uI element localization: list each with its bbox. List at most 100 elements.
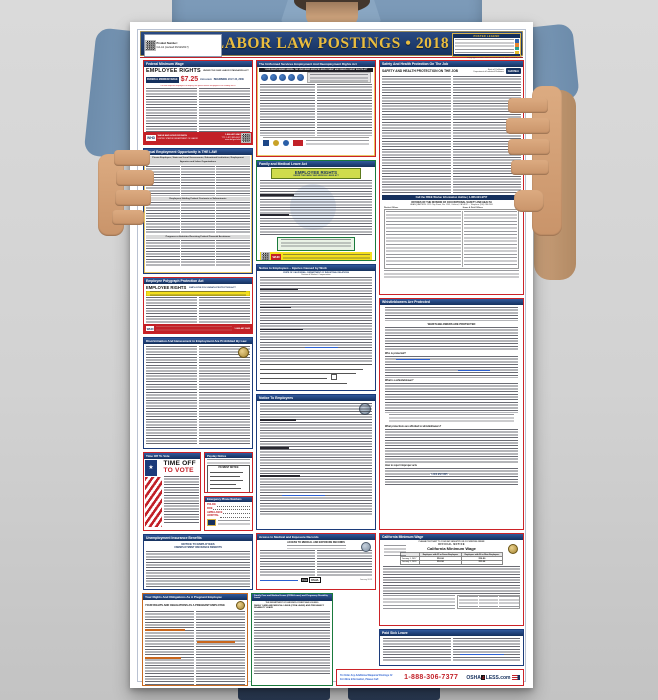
person-right-hand: [504, 86, 564, 254]
finger: [508, 98, 548, 113]
calosha-logo-cal: CAL: [301, 578, 309, 583]
emergency-row: AMBULANCE: [207, 510, 250, 514]
section-title: The Uniformed Services Employment And Re…: [257, 61, 375, 67]
section-payday-notice: Payday Notice PAYMENT NOTICE: [204, 452, 253, 493]
emergency-label: FIRE: [207, 507, 213, 511]
body-text: [385, 327, 518, 352]
safety-heading: SAFETY AND HEALTH PROTECTION ON THE JOB: [382, 69, 458, 74]
body-text: [317, 550, 372, 577]
fmw-phone: 1-866-487-9243: [224, 133, 241, 136]
table-divider: [461, 211, 463, 268]
whistle-heading: WHISTLEBLOWERS ARE PROTECTED: [427, 323, 476, 327]
fill-in-line: [213, 507, 250, 511]
fmw-wage-label: FEDERAL MINIMUM WAGE: [146, 76, 179, 83]
fmw-beginning: BEGINNING JULY 24, 2009: [213, 78, 244, 82]
form-line: [210, 481, 236, 486]
section-safety-health: Safety And Health Protection On The Job …: [379, 60, 524, 295]
partner-logo: [293, 140, 303, 147]
emergency-label: POLICE: [207, 503, 216, 507]
service-icon: [297, 74, 304, 82]
form-line: [210, 469, 244, 474]
body-text: [260, 83, 315, 136]
safety-hq: HEADQUARTERS: 1515 Clay Street, Ste. 190…: [410, 204, 493, 207]
body-text: [163, 475, 199, 524]
camw-rate: $11.00: [460, 560, 503, 565]
finger: [114, 150, 150, 166]
vote-line2: TO VOTE: [163, 466, 194, 474]
copyright: Copyright © 2017 ELITE BUSINESS VENTURES…: [466, 56, 523, 59]
signature-table: [457, 594, 520, 609]
fmw-note: The law requires employers to display th…: [160, 85, 236, 88]
form-line: [260, 380, 348, 384]
body-text: [181, 165, 215, 196]
whistle-q3: What protections are afforded to whistle…: [385, 425, 442, 429]
legend-box: POSTER LEGEND: [452, 33, 521, 57]
poster-title: LABOR LAW POSTINGS • 2018: [213, 34, 450, 52]
body-text: [217, 520, 250, 526]
offices-col2-header: Home & Field Offices: [462, 207, 483, 210]
flag-icon: [512, 675, 520, 680]
link-text: [395, 359, 431, 361]
notice-red-line: [280, 528, 352, 529]
partner-logo: [263, 140, 269, 147]
finger: [112, 210, 144, 225]
section-title: Safety And Health Protection On The Job: [380, 61, 523, 68]
partner-logo: [283, 140, 289, 147]
finger: [511, 160, 549, 175]
fill-in-line: [216, 503, 250, 507]
body-text: [145, 610, 195, 685]
legend-title: POSTER LEGEND: [473, 34, 500, 38]
safety-dept: Department of Industrial Relations: [473, 71, 504, 74]
footer-text: [155, 326, 233, 331]
section-title: Paid Sick Leave: [380, 630, 523, 637]
link-text: [458, 370, 491, 372]
form-line: [260, 366, 364, 370]
polygraph-act: EMPLOYEE POLYGRAPH PROTECTION ACT: [189, 286, 236, 289]
fill-in-line: [223, 510, 250, 514]
eeo-banner-3: Programs or Activities Receiving Federal…: [146, 234, 250, 239]
fmw-agency1: WAGE AND HOUR DIVISION: [157, 135, 187, 138]
legend-color-teal: [515, 46, 519, 51]
polygraph-footer: WHD 1-866-487-9243: [144, 324, 252, 333]
calosha-logo-osha: OSHA: [309, 577, 321, 584]
safety-hotline: Call the FREE Worker Information Hotline…: [382, 195, 521, 201]
cfra-heading: FAMILY CARE AND MEDICAL LEAVE (CFRA LEAV…: [254, 604, 325, 610]
section-title: Employee Polygraph Protection Act: [144, 278, 252, 285]
fmla-under: UNDER THE FAMILY AND MEDICAL LEAVE ACT: [293, 175, 339, 178]
emergency-row: HOSPITAL: [207, 514, 250, 518]
finger: [116, 170, 154, 186]
whistle-q1: Who is protected?: [385, 352, 406, 356]
section-eeo-law: Equal Employment Opportunity is THE LAW …: [143, 148, 253, 274]
section-cfra: Family Care and Medical Leave (CFRA Leav…: [251, 593, 333, 686]
qr-code-icon: [241, 133, 251, 143]
link-text: [304, 346, 339, 348]
link-text: [282, 495, 325, 497]
body-text: [452, 76, 521, 195]
body-text: [254, 611, 330, 676]
ui-heading2: UNEMPLOYMENT INSURANCE BENEFITS: [174, 546, 222, 550]
section-injuries: Notice to Employees – Injuries Caused by…: [256, 264, 376, 391]
camw-rate-table: Employers with 25 or Fewer Employees Emp…: [400, 552, 503, 565]
body-text: [317, 83, 372, 136]
section-userra: The Uniformed Services Employment And Re…: [256, 60, 376, 157]
section-title: Emergency Phone Numbers: [205, 497, 252, 503]
body-text: [260, 180, 372, 237]
body-text: [146, 88, 198, 133]
section-fmla: Family and Medical Leave Act EMPLOYEE RI…: [256, 160, 376, 261]
body-text: [385, 468, 518, 487]
safety-offices-heading: OFFICES OF THE DIVISION OF OCCUPATIONAL …: [411, 201, 492, 205]
form-line: [210, 477, 243, 482]
legend-color-blue: [515, 39, 519, 43]
whistle-q4: How to report improper acts: [385, 464, 418, 468]
eeo-banner-2: Employees Holding Federal Contracts or S…: [146, 196, 250, 201]
osha4less-logo: OSHA 4 LESS.com: [466, 675, 520, 681]
ui-heading1: NOTICE TO EMPLOYEES: [181, 542, 215, 547]
subheading-bar: [260, 328, 303, 331]
body-text: [382, 76, 451, 195]
body-text: [452, 637, 520, 662]
body-text: [181, 239, 215, 266]
finger: [508, 139, 550, 155]
whd-logo: WHD: [271, 254, 282, 260]
signature-col: [458, 596, 479, 608]
logo-captions: [306, 140, 369, 147]
